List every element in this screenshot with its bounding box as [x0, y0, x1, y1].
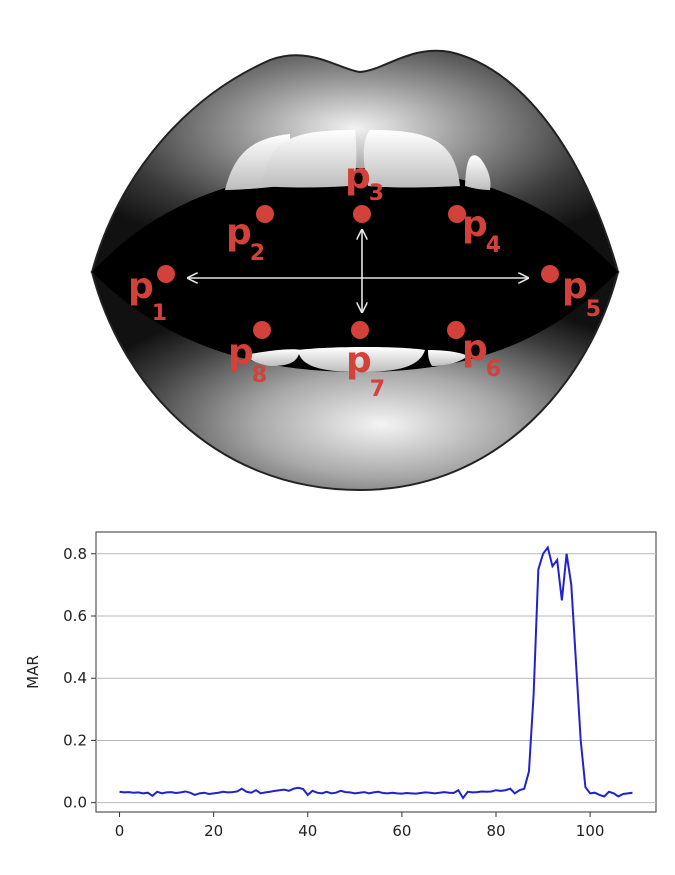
lower-teeth: [245, 347, 468, 372]
x-tick-label: 40: [298, 822, 317, 840]
upper-teeth: [225, 130, 491, 190]
landmark-p4-dot: [448, 205, 466, 223]
landmark-points: [157, 205, 559, 339]
x-tick-label: 60: [392, 822, 411, 840]
mouth-opening: [92, 168, 618, 372]
y-tick-label: 0.8: [63, 545, 87, 563]
grid-lines: [96, 553, 656, 804]
x-tick-label: 80: [486, 822, 505, 840]
landmark-p3-label: p3: [345, 156, 384, 206]
landmark-p3-dot: [353, 205, 371, 223]
x-tick-label: 20: [204, 822, 223, 840]
y-tick-label: 0.4: [63, 669, 87, 687]
x-tick-label: 0: [115, 822, 125, 840]
y-tick-label: 0.0: [63, 794, 87, 812]
landmark-p2-dot: [256, 205, 274, 223]
series-line-mar: [119, 545, 633, 800]
plot-area: [95, 531, 657, 813]
landmark-p1-dot: [157, 265, 175, 283]
y-tick-label: 0.6: [63, 607, 87, 625]
mar-chart: 0.0 0.2 0.4 0.6 0.8 0 20 40 60 80 100 MAR: [24, 531, 657, 840]
landmark-p6-dot: [447, 321, 465, 339]
x-tick-label: 100: [576, 822, 605, 840]
y-axis-ticks: 0.0 0.2 0.4 0.6 0.8: [63, 545, 96, 812]
landmark-p5-dot: [541, 265, 559, 283]
y-tick-label: 0.2: [63, 731, 87, 749]
x-axis-ticks: 0 20 40 60 80 100: [115, 812, 605, 840]
landmark-p7-dot: [351, 321, 369, 339]
landmark-p8-dot: [253, 321, 271, 339]
y-axis-label: MAR: [24, 655, 42, 689]
